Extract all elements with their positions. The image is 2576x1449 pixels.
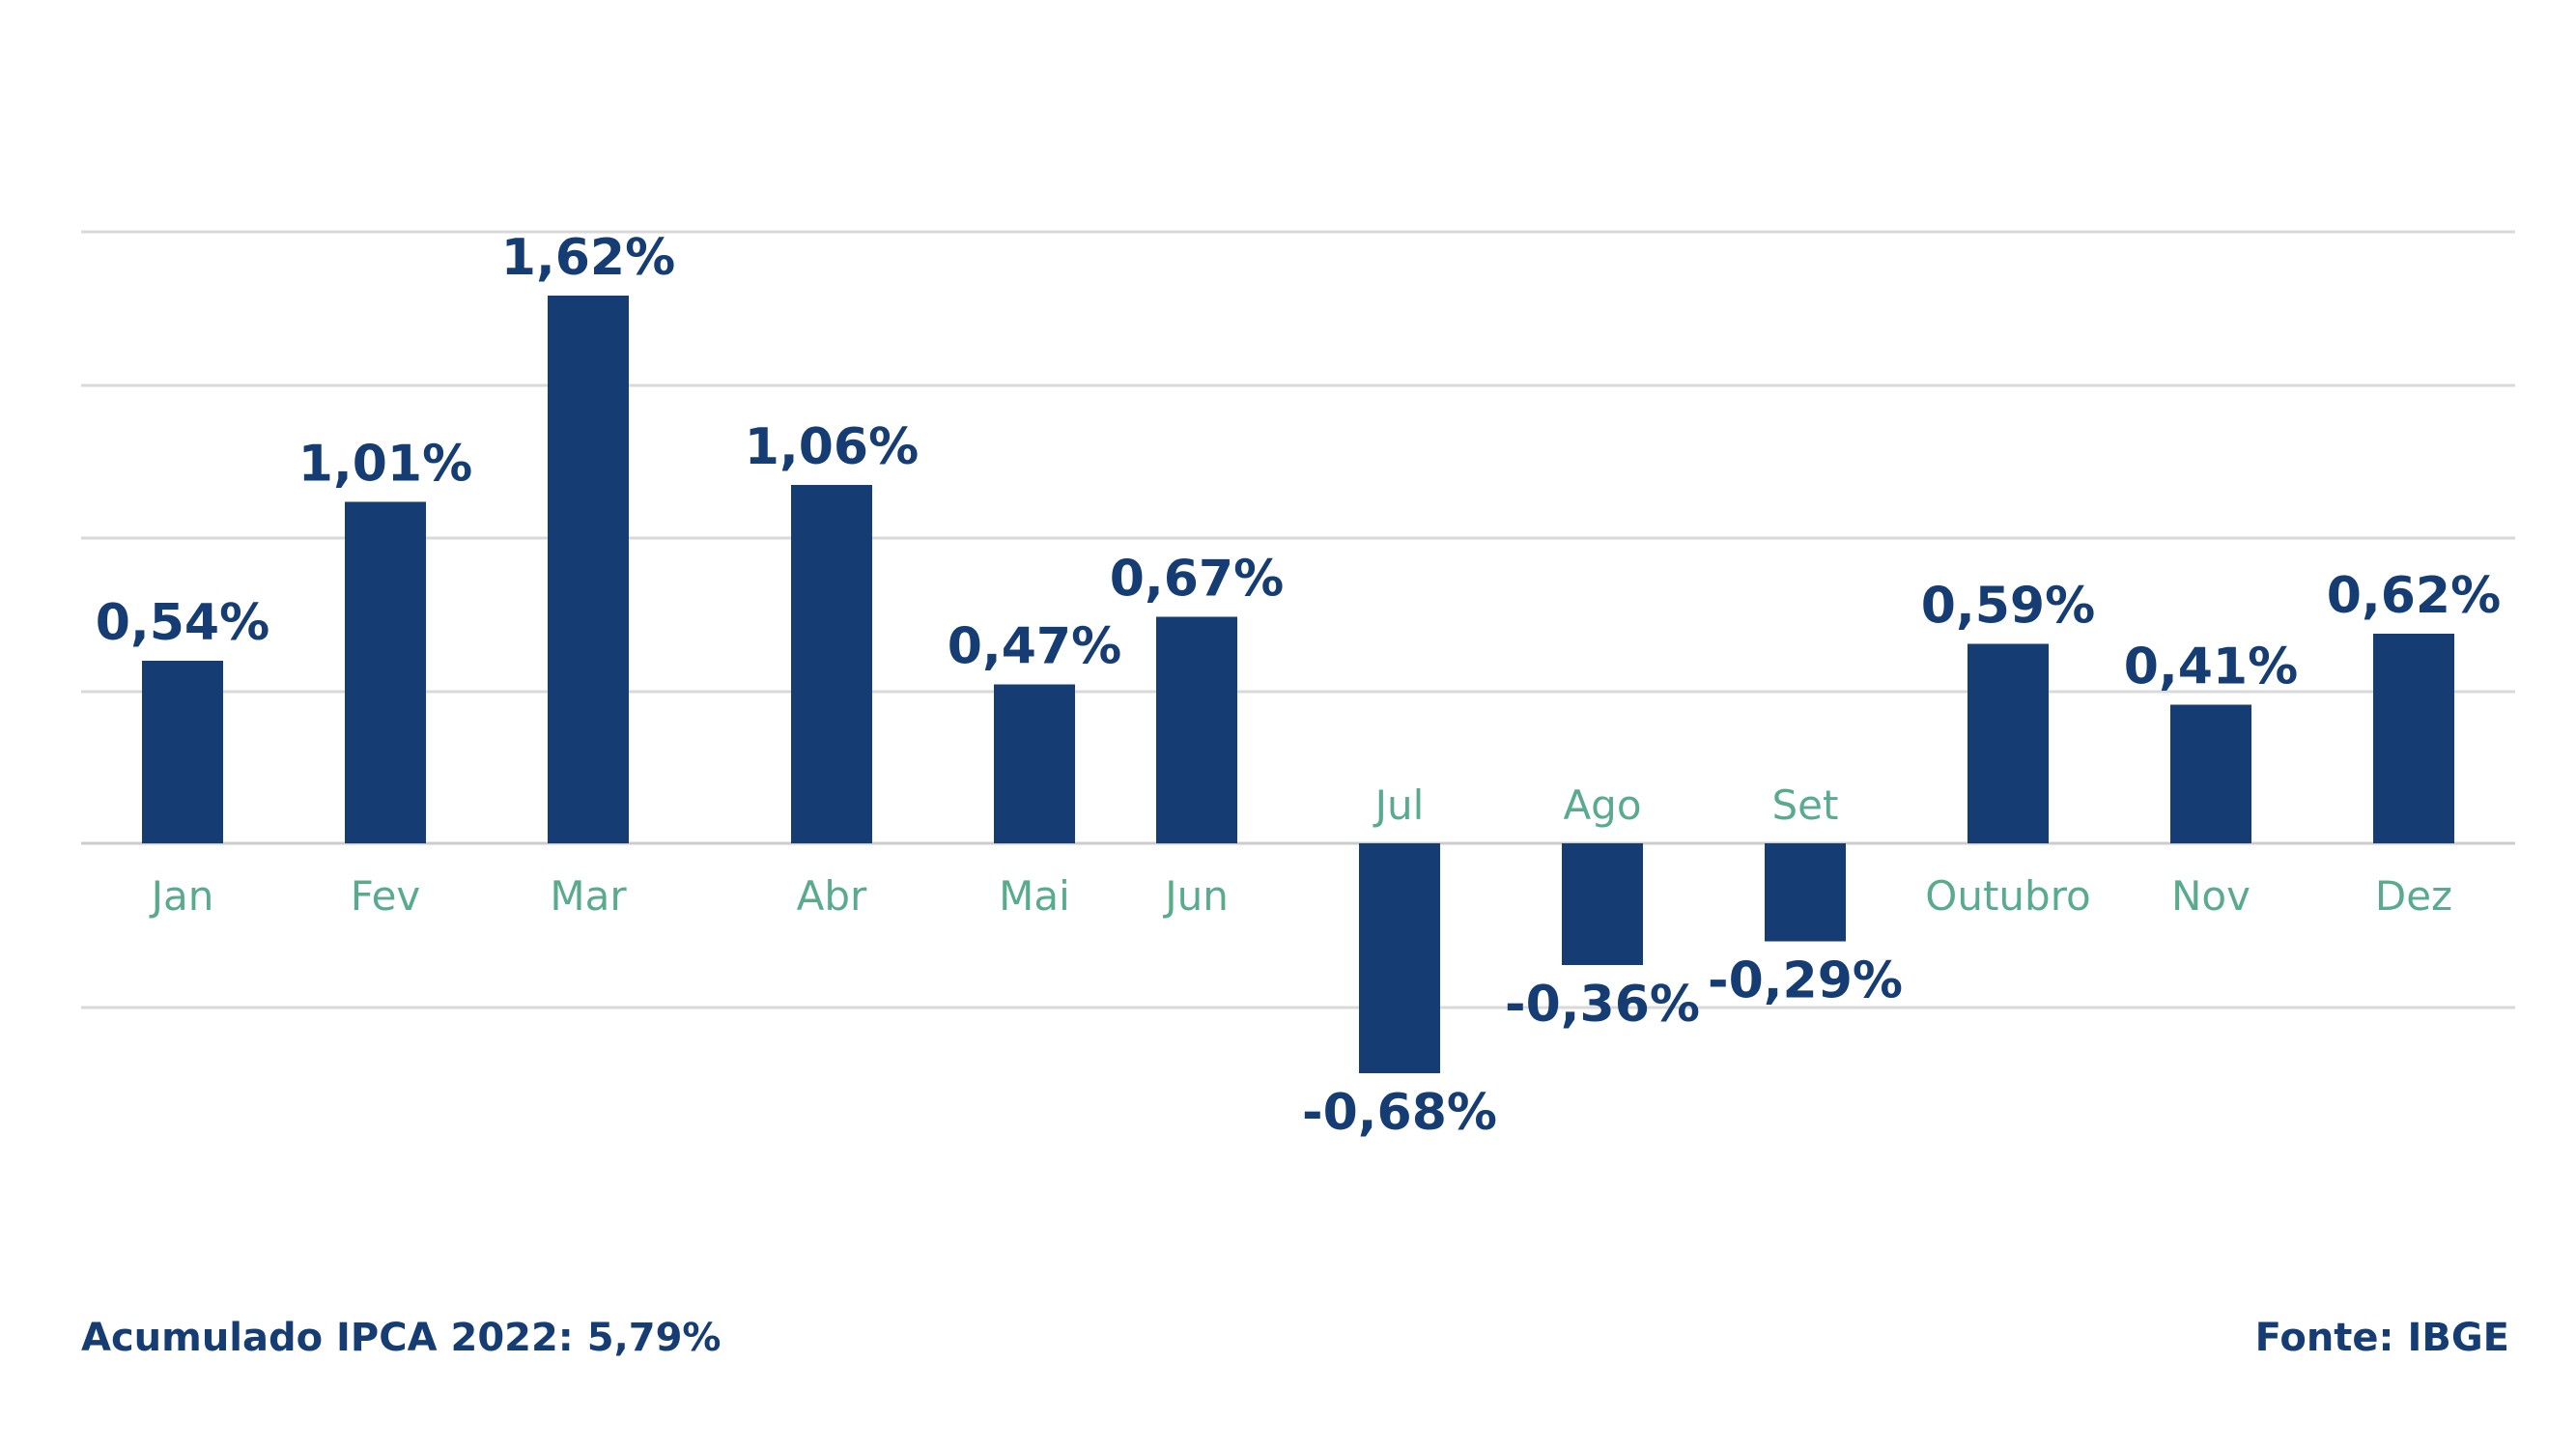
- bar: [1562, 843, 1643, 965]
- bar: [142, 661, 223, 843]
- bar-value-label: 1,06%: [745, 418, 919, 476]
- bar: [2373, 634, 2454, 843]
- bar: [345, 501, 426, 843]
- bar-value-label: 0,67%: [1110, 551, 1284, 609]
- bar-value-label: -0,68%: [1302, 1084, 1497, 1142]
- bar-value-label: -0,29%: [1708, 952, 1903, 1010]
- category-label: Dez: [2375, 872, 2452, 920]
- category-label: Outubro: [1925, 872, 2090, 920]
- category-label: Nov: [2171, 872, 2250, 920]
- bar: [1967, 643, 2049, 843]
- bar-value-label: 1,01%: [298, 436, 472, 494]
- bar-value-label: 0,62%: [2327, 567, 2501, 625]
- bar: [994, 684, 1075, 843]
- bar-value-label: 0,54%: [96, 594, 269, 652]
- category-label: Jun: [1162, 872, 1229, 920]
- cumulative-ipca-note: Acumulado IPCA 2022: 5,79%: [81, 1316, 722, 1360]
- bar: [791, 485, 872, 843]
- bar: [1359, 843, 1440, 1073]
- bar: [1156, 616, 1237, 843]
- category-label: Fev: [351, 872, 421, 920]
- bar-value-label: 0,47%: [948, 618, 1121, 676]
- bar-value-label: 1,62%: [501, 229, 675, 287]
- bar: [548, 296, 629, 843]
- bar-value-label: 0,59%: [1921, 578, 2095, 636]
- bar: [1765, 843, 1846, 942]
- category-label: Jul: [1373, 781, 1425, 829]
- category-label: Mai: [999, 872, 1070, 920]
- category-label: Mar: [550, 872, 627, 920]
- bar: [2170, 704, 2251, 843]
- category-label: Set: [1772, 781, 1839, 829]
- category-label: Ago: [1563, 781, 1641, 829]
- category-label: Abr: [797, 872, 867, 920]
- bar-value-label: 0,41%: [2124, 639, 2298, 696]
- bar-value-label: -0,36%: [1505, 976, 1700, 1034]
- category-label: Jan: [149, 872, 214, 920]
- source-note: Fonte: IBGE: [2254, 1316, 2509, 1360]
